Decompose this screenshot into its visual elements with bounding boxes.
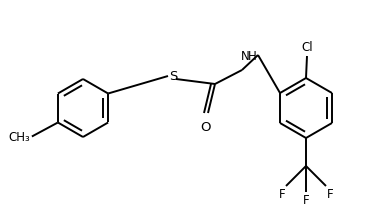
Text: CH₃: CH₃ bbox=[8, 131, 30, 144]
Text: F: F bbox=[278, 188, 285, 201]
Text: N: N bbox=[241, 50, 250, 63]
Text: H: H bbox=[248, 50, 257, 63]
Text: F: F bbox=[303, 194, 309, 207]
Text: O: O bbox=[200, 121, 210, 134]
Text: Cl: Cl bbox=[301, 41, 313, 54]
Text: F: F bbox=[327, 188, 334, 201]
Text: S: S bbox=[169, 69, 177, 82]
